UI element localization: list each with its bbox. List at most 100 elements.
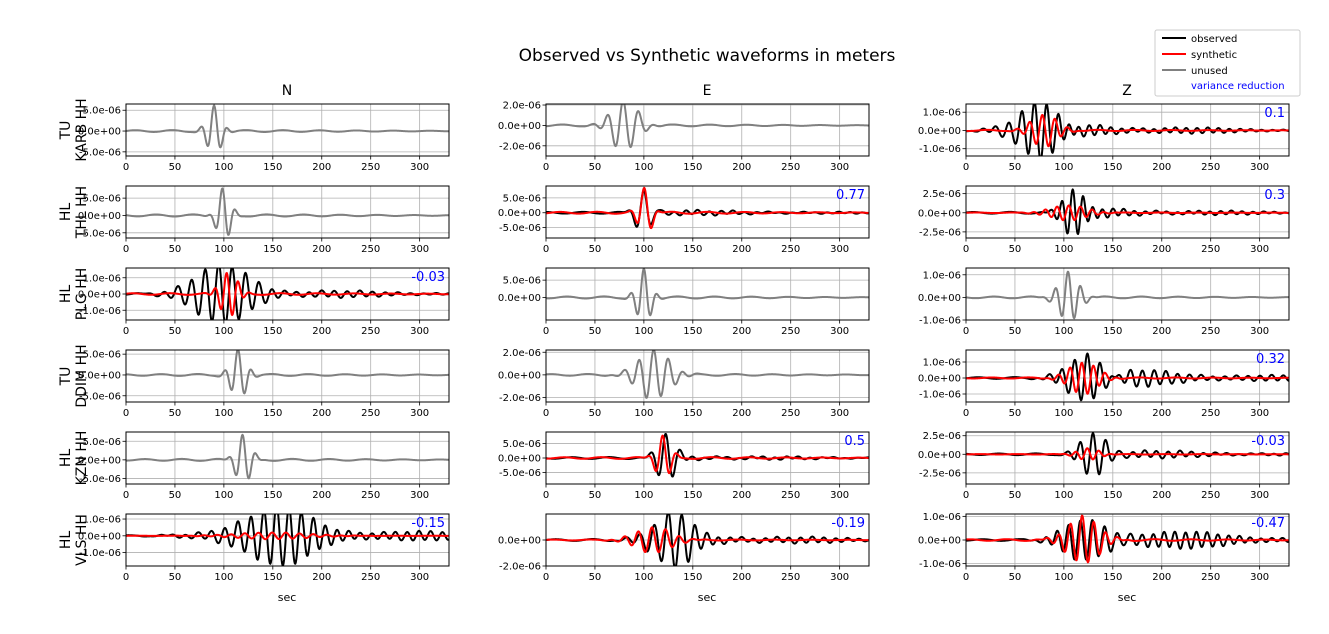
y-tick-label: 0.0e+00 bbox=[498, 293, 541, 304]
panel-frame bbox=[125, 103, 450, 157]
panel-r2-c1: 0 50 100 150 200 250 300 5.0e-06 0.0e+00 bbox=[498, 267, 870, 337]
x-tick-label: 200 bbox=[732, 408, 751, 419]
x-axis-label-n: sec bbox=[278, 591, 297, 604]
x-tick-label: 0 bbox=[963, 490, 969, 501]
x-tick-label: 250 bbox=[1201, 326, 1220, 337]
traces bbox=[546, 514, 869, 566]
synthetic-trace bbox=[546, 434, 869, 475]
y-tick-label: -2.0e-06 bbox=[499, 562, 541, 573]
x-tick-label: 0 bbox=[543, 244, 549, 255]
x-tick-label: 200 bbox=[312, 572, 331, 583]
y-tick-label: 0.0e+00 bbox=[918, 208, 961, 219]
synthetic-trace bbox=[546, 526, 869, 554]
column-title-e: E bbox=[703, 83, 712, 99]
y-tick-label: 5.0e-06 bbox=[503, 276, 541, 287]
column-title-n: N bbox=[282, 83, 292, 99]
x-tick-label: 50 bbox=[1009, 572, 1022, 583]
y-tick-label: -5.0e-06 bbox=[79, 228, 121, 239]
x-tick-label: 50 bbox=[169, 572, 182, 583]
x-tick-label: 100 bbox=[634, 408, 653, 419]
x-tick-label: 50 bbox=[169, 244, 182, 255]
panel-frame bbox=[965, 103, 1290, 157]
x-tick-label: 0 bbox=[543, 162, 549, 173]
panel-frame bbox=[545, 267, 870, 321]
x-tick-label: 250 bbox=[781, 326, 800, 337]
x-tick-label: 50 bbox=[1009, 326, 1022, 337]
x-tick-label: 0 bbox=[543, 408, 549, 419]
variance-reduction-value: -0.19 bbox=[831, 516, 865, 531]
x-tick-label: 100 bbox=[634, 572, 653, 583]
x-tick-label: 100 bbox=[634, 244, 653, 255]
x-tick-label: 250 bbox=[361, 244, 380, 255]
observed-trace bbox=[126, 514, 449, 566]
y-tick-label: 2.0e-06 bbox=[503, 101, 541, 112]
traces bbox=[966, 188, 1289, 235]
panel-r5-c1: 0 50 100 150 200 250 300 0.0e+00 -2.0e-06 -0.19 bbox=[498, 513, 870, 583]
observed-trace bbox=[966, 104, 1289, 156]
y-tick-label: 5.0e-06 bbox=[83, 350, 121, 361]
x-tick-label: 300 bbox=[830, 490, 849, 501]
y-tick-label: 0.0e+00 bbox=[78, 211, 121, 222]
traces bbox=[546, 432, 869, 478]
x-tick-label: 100 bbox=[214, 490, 233, 501]
panel-r3-c1: 0 50 100 150 200 250 300 2.0e-06 0.0e+00 -2.0e-06 bbox=[498, 348, 870, 419]
x-tick-label: 200 bbox=[732, 244, 751, 255]
x-axis-label-z: sec bbox=[1118, 591, 1137, 604]
traces bbox=[546, 186, 869, 230]
x-tick-label: 250 bbox=[361, 408, 380, 419]
y-tick-label: 1.0e-06 bbox=[83, 515, 121, 526]
x-axis-label-e: sec bbox=[698, 591, 717, 604]
synthetic-trace bbox=[126, 531, 449, 541]
panel-r2-c0: 0 50 100 150 200 250 300 1.0e-06 0.0e+00 -1.0e-06… bbox=[78, 267, 450, 337]
x-tick-label: 50 bbox=[1009, 490, 1022, 501]
x-tick-label: 0 bbox=[123, 244, 129, 255]
x-tick-label: 150 bbox=[683, 244, 702, 255]
panel-r2-c2: 0 50 100 150 200 250 300 1.0e-06 0.0e+00 -1.0e-06 bbox=[918, 267, 1290, 337]
traces bbox=[126, 433, 449, 480]
x-tick-label: 50 bbox=[589, 326, 602, 337]
x-tick-label: 300 bbox=[1250, 162, 1269, 173]
x-tick-label: 100 bbox=[1054, 162, 1073, 173]
unused-trace bbox=[546, 268, 869, 317]
x-tick-label: 300 bbox=[1250, 572, 1269, 583]
y-tick-label: 1.0e-06 bbox=[923, 270, 961, 281]
synthetic-trace bbox=[546, 186, 869, 230]
y-tick-label: 1.0e-06 bbox=[83, 273, 121, 284]
panel-r0-c1: 0 50 100 150 200 250 300 2.0e-06 0.0e+00 -2.0e-06 bbox=[498, 101, 870, 173]
station-code: PLG HH bbox=[74, 268, 90, 321]
y-tick-label: 2.5e-06 bbox=[923, 189, 961, 200]
x-tick-label: 50 bbox=[589, 408, 602, 419]
y-tick-label: -1.0e-06 bbox=[79, 306, 121, 317]
x-tick-label: 100 bbox=[1054, 326, 1073, 337]
x-tick-label: 100 bbox=[634, 162, 653, 173]
x-tick-label: 150 bbox=[683, 408, 702, 419]
synthetic-trace bbox=[966, 361, 1289, 395]
panel-r3-c2: 0 50 100 150 200 250 300 1.0e-06 0.0e+00 -1.0e-06… bbox=[918, 349, 1290, 419]
x-tick-label: 0 bbox=[543, 326, 549, 337]
x-tick-label: 50 bbox=[169, 408, 182, 419]
x-tick-label: 300 bbox=[410, 572, 429, 583]
x-tick-label: 200 bbox=[732, 572, 751, 583]
x-tick-label: 150 bbox=[1103, 244, 1122, 255]
y-tick-label: -2.0e-06 bbox=[499, 141, 541, 152]
x-tick-label: 150 bbox=[683, 490, 702, 501]
traces bbox=[546, 268, 869, 317]
x-tick-label: 200 bbox=[1152, 408, 1171, 419]
y-tick-label: 0.0e+00 bbox=[918, 536, 961, 547]
x-tick-label: 50 bbox=[589, 162, 602, 173]
x-tick-label: 300 bbox=[410, 408, 429, 419]
variance-reduction-value: 0.32 bbox=[1256, 352, 1285, 367]
traces bbox=[546, 350, 869, 399]
x-tick-label: 100 bbox=[214, 326, 233, 337]
x-tick-label: 150 bbox=[1103, 572, 1122, 583]
y-tick-label: 2.0e-06 bbox=[503, 348, 541, 359]
traces bbox=[126, 187, 449, 236]
x-tick-label: 0 bbox=[123, 326, 129, 337]
x-tick-label: 50 bbox=[589, 244, 602, 255]
y-tick-label: -5.0e-06 bbox=[499, 223, 541, 234]
x-tick-label: 150 bbox=[263, 326, 282, 337]
station-code: KZN HH bbox=[74, 431, 90, 486]
y-tick-label: 0.0e+00 bbox=[498, 121, 541, 132]
y-tick-label: 1.0e-06 bbox=[923, 108, 961, 119]
station-label-2: HL PLG HH bbox=[58, 268, 90, 321]
